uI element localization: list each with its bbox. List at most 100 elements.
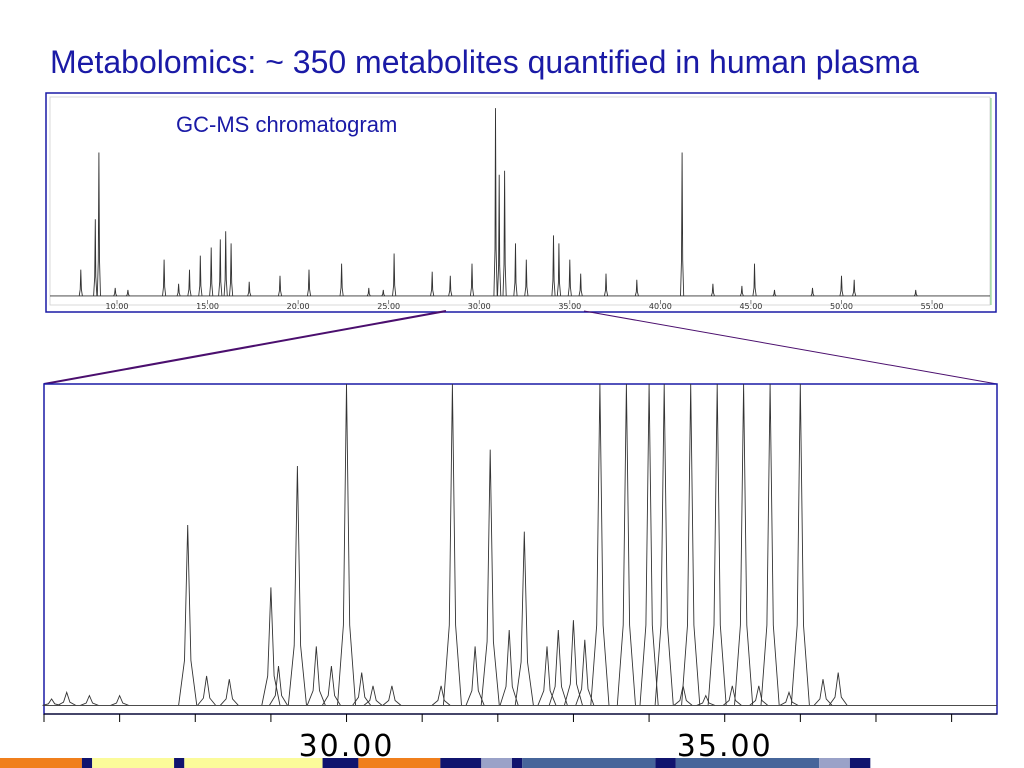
overview-peak-28 bbox=[551, 235, 556, 297]
overview-peak-7 bbox=[187, 269, 192, 297]
zoom-peak-13 bbox=[352, 672, 372, 706]
zoom-peak-35 bbox=[734, 383, 754, 706]
overview-tick-label-7: 45.00 bbox=[739, 302, 762, 311]
color-bar-segment-9 bbox=[512, 758, 523, 768]
zoom-peak-28 bbox=[639, 383, 659, 706]
overview-tick-label-0: 10.00 bbox=[106, 302, 129, 311]
overview-peak-38 bbox=[772, 289, 777, 297]
overview-x-axis: 10.00 15.00 20.00 25.00 30.00 35.00 40.00 45.00… bbox=[106, 300, 944, 311]
color-bar-segment-4 bbox=[184, 758, 323, 768]
zoom-peak-15 bbox=[382, 685, 402, 706]
overview-peak-19 bbox=[392, 253, 397, 297]
color-bar-segment-11 bbox=[655, 758, 676, 768]
overview-peak-39 bbox=[810, 287, 815, 297]
zoom-peak-9 bbox=[287, 465, 307, 706]
zoom-peak-2 bbox=[80, 694, 99, 706]
zoom-peak-5 bbox=[197, 675, 217, 706]
overview-peak-4 bbox=[125, 289, 130, 297]
color-bar-segment-15 bbox=[870, 758, 1024, 768]
overview-tick-label-9: 55.00 bbox=[921, 302, 944, 311]
zoom-line-left bbox=[43, 310, 447, 385]
overview-peak-16 bbox=[339, 263, 344, 297]
zoom-peak-27 bbox=[616, 383, 636, 706]
overview-peak-6 bbox=[176, 283, 181, 297]
zoom-peak-38 bbox=[779, 690, 799, 706]
slide-title: Metabolomics: ~ 350 metabolites quantifi… bbox=[50, 44, 919, 80]
zoom-peak-4 bbox=[178, 524, 198, 706]
overview-peak-26 bbox=[513, 243, 518, 297]
zoom-peak-21 bbox=[514, 531, 534, 706]
overview-peak-20 bbox=[430, 271, 435, 297]
zoom-peak-24 bbox=[563, 620, 583, 706]
zoom-peak-40 bbox=[813, 679, 833, 706]
color-bar-segment-12 bbox=[675, 758, 820, 768]
overview-tick-label-8: 50.00 bbox=[830, 302, 853, 311]
overview-peak-12 bbox=[229, 243, 234, 297]
color-bar-segment-5 bbox=[322, 758, 359, 768]
zoom-peak-1 bbox=[57, 690, 77, 706]
overview-peak-17 bbox=[366, 287, 371, 297]
overview-peak-35 bbox=[710, 283, 715, 297]
overview-peak-30 bbox=[567, 259, 572, 297]
zoom-peak-31 bbox=[681, 383, 701, 706]
chart-annotation: GC-MS chromatogram bbox=[176, 112, 398, 137]
zoom-peak-33 bbox=[707, 383, 727, 706]
zoom-peak-18 bbox=[465, 646, 485, 706]
overview-peak-9 bbox=[209, 247, 214, 297]
zoom-peak-16 bbox=[431, 685, 451, 706]
overview-peak-3 bbox=[113, 287, 118, 297]
overview-peak-15 bbox=[306, 269, 312, 297]
color-bar-segment-6 bbox=[358, 758, 441, 768]
overview-peak-25 bbox=[502, 170, 507, 297]
color-bar-segment-1 bbox=[81, 758, 93, 768]
zoom-peak-32 bbox=[696, 694, 716, 706]
zoom-peak-11 bbox=[321, 666, 341, 706]
overview-peak-42 bbox=[913, 289, 918, 297]
color-bar-segment-13 bbox=[819, 758, 850, 768]
overview-peak-32 bbox=[603, 273, 609, 297]
zoom-peak-3 bbox=[110, 694, 129, 706]
zoom-peak-25 bbox=[575, 639, 595, 706]
zoom-x-axis: 30.00 35.00 bbox=[43, 714, 953, 764]
overview-plot-area bbox=[49, 96, 991, 306]
color-bar-segment-0 bbox=[0, 758, 82, 768]
overview-peak-22 bbox=[469, 263, 475, 297]
overview-tick-label-4: 30.00 bbox=[468, 302, 491, 311]
overview-peak-31 bbox=[578, 273, 583, 297]
overview-peak-14 bbox=[277, 275, 283, 297]
overview-tick-label-6: 40.00 bbox=[649, 302, 672, 311]
zoom-peak-10 bbox=[306, 646, 326, 706]
overview-peak-2 bbox=[96, 152, 101, 297]
overview-peak-36 bbox=[739, 285, 744, 297]
zoom-peak-14 bbox=[363, 685, 383, 706]
zoom-peak-12 bbox=[337, 383, 357, 706]
color-bar-segment-2 bbox=[92, 758, 175, 768]
zoom-peak-36 bbox=[749, 685, 769, 706]
overview-peak-13 bbox=[247, 281, 252, 297]
zoom-peak-23 bbox=[548, 629, 568, 706]
overview-peak-33 bbox=[634, 279, 639, 297]
overview-peak-27 bbox=[524, 259, 529, 297]
overview-peak-24 bbox=[497, 174, 502, 297]
zoom-trace-group bbox=[42, 383, 997, 706]
overview-peak-10 bbox=[218, 239, 223, 297]
overview-tick-label-5: 35.00 bbox=[558, 302, 581, 311]
overview-peak-40 bbox=[839, 275, 844, 297]
overview-tick-label-1: 15.00 bbox=[196, 302, 219, 311]
overview-peak-23 bbox=[493, 108, 498, 297]
zoom-peak-26 bbox=[590, 383, 610, 706]
color-bar-segment-10 bbox=[522, 758, 656, 768]
zoom-peak-37 bbox=[760, 383, 780, 706]
overview-peak-21 bbox=[448, 275, 453, 297]
zoom-peak-8 bbox=[269, 666, 288, 706]
zoom-line-right bbox=[583, 310, 998, 385]
overview-peak-1 bbox=[93, 219, 98, 297]
zoom-peak-29 bbox=[654, 383, 674, 706]
overview-peak-29 bbox=[556, 243, 562, 297]
overview-peak-0 bbox=[78, 269, 83, 297]
overview-peak-11 bbox=[223, 231, 228, 297]
color-bar-segment-8 bbox=[481, 758, 512, 768]
overview-tick-label-2: 20.00 bbox=[287, 302, 310, 311]
zoom-frame bbox=[43, 383, 998, 715]
